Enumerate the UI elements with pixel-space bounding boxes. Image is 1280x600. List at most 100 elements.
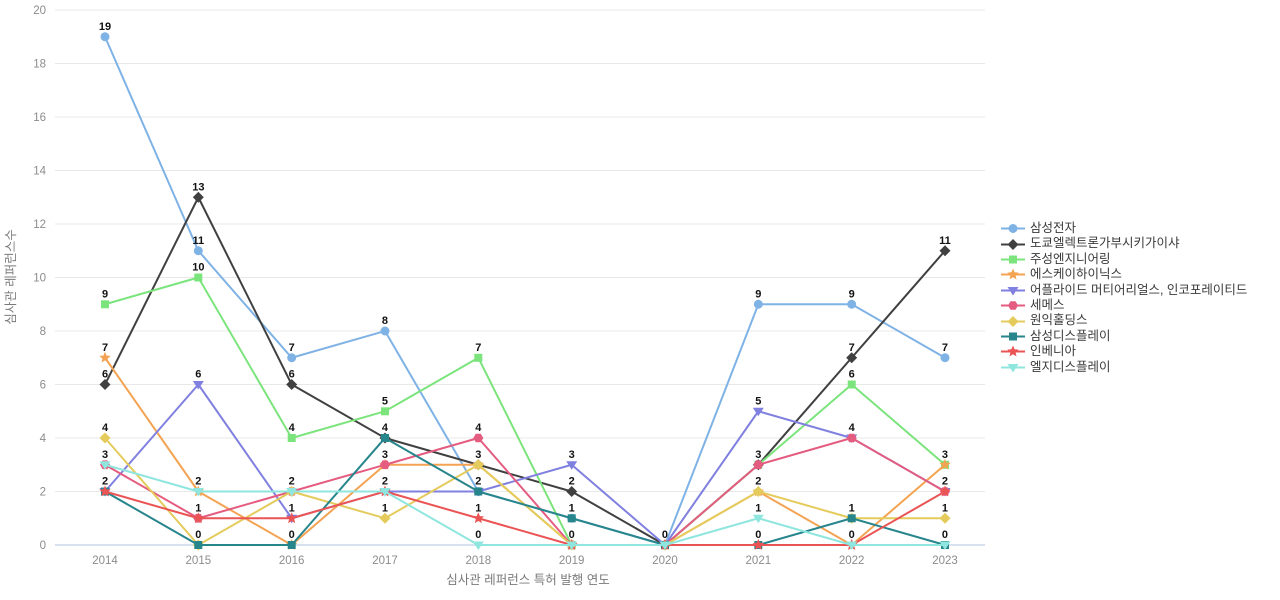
data-point[interactable] <box>192 512 204 524</box>
point-label: 4 <box>382 422 389 434</box>
legend-item[interactable]: 주성엔지니어링 <box>1001 252 1247 267</box>
data-point[interactable] <box>472 459 484 471</box>
legend-item[interactable]: 삼성디스플레이 <box>1001 329 1247 344</box>
y-tick-label: 10 <box>33 273 46 285</box>
data-point[interactable] <box>99 485 111 497</box>
data-point[interactable] <box>380 326 390 336</box>
legend-item[interactable]: 어플라이드 머티어리얼스, 인코포레이티드 <box>1001 283 1247 298</box>
series-path <box>104 490 946 546</box>
legend-item[interactable]: 인베니아 <box>1001 344 1247 359</box>
data-point[interactable] <box>474 353 483 362</box>
data-point[interactable] <box>192 488 204 497</box>
data-point[interactable] <box>287 353 297 363</box>
data-point[interactable] <box>101 300 109 309</box>
data-point[interactable] <box>939 485 951 497</box>
data-point[interactable] <box>847 380 856 389</box>
data-point[interactable] <box>379 488 391 497</box>
point-label: 2 <box>382 476 388 488</box>
point-label: 3 <box>569 449 575 461</box>
data-point[interactable] <box>939 512 951 524</box>
series-path <box>104 463 945 546</box>
point-label: 5 <box>755 395 761 407</box>
y-tick-label: 20 <box>33 5 46 17</box>
x-tick-label: 2019 <box>559 555 585 567</box>
data-point[interactable] <box>752 539 764 550</box>
data-point[interactable] <box>286 512 298 524</box>
data-point[interactable] <box>846 541 858 551</box>
legend-item[interactable]: 엘지디스플레이 <box>1001 360 1247 375</box>
data-point <box>1007 363 1019 373</box>
data-point[interactable] <box>379 512 391 524</box>
data-point[interactable] <box>472 512 484 524</box>
legend-item[interactable]: 도쿄엘렉트론가부시키가이샤 <box>1001 236 1247 251</box>
data-point[interactable] <box>286 488 298 497</box>
legend-item[interactable]: 세메스 <box>1001 298 1247 313</box>
point-label: 2 <box>942 476 948 488</box>
data-point[interactable] <box>846 352 858 364</box>
data-point[interactable] <box>381 407 389 416</box>
data-point[interactable] <box>474 487 483 496</box>
data-point[interactable] <box>194 273 203 282</box>
legend-label: 주성엔지니어링 <box>1030 251 1111 266</box>
point-label: 6 <box>102 369 108 381</box>
data-point[interactable] <box>752 486 764 497</box>
data-point[interactable] <box>939 458 951 470</box>
legend-label: 삼성디스플레이 <box>1030 328 1111 343</box>
data-point[interactable] <box>287 541 296 549</box>
data-point[interactable] <box>659 541 671 551</box>
legend-marker-icon <box>1001 286 1025 296</box>
data-point[interactable] <box>194 541 203 549</box>
data-point[interactable] <box>192 191 204 203</box>
x-tick-label: 2017 <box>372 555 398 567</box>
point-label: 1 <box>849 502 855 514</box>
data-point[interactable] <box>287 434 296 442</box>
data-point[interactable] <box>567 514 576 523</box>
data-point[interactable] <box>939 245 951 257</box>
data-point[interactable] <box>753 460 764 470</box>
data-point[interactable] <box>566 486 578 497</box>
legend-label: 세메스 <box>1030 297 1065 312</box>
data-point[interactable] <box>99 379 111 390</box>
series-line <box>99 381 951 550</box>
data-point[interactable] <box>566 461 578 470</box>
data-point[interactable] <box>472 541 484 551</box>
data-point[interactable] <box>847 299 857 309</box>
data-point[interactable] <box>752 407 764 417</box>
legend-label: 에스케이하이닉스 <box>1030 267 1123 282</box>
point-label: 2 <box>755 476 761 488</box>
data-point[interactable] <box>940 353 950 363</box>
data-point[interactable] <box>100 32 110 42</box>
series-line <box>99 191 951 551</box>
series-path <box>104 437 946 546</box>
data-point[interactable] <box>939 541 951 551</box>
data-point[interactable] <box>752 514 764 524</box>
point-label: 0 <box>755 529 761 541</box>
point-label: 13 <box>192 181 204 193</box>
data-point[interactable] <box>99 461 111 470</box>
data-point[interactable] <box>286 379 298 390</box>
legend-item[interactable]: 원익홀딩스 <box>1001 313 1247 328</box>
legend-item[interactable]: 삼성전자 <box>1001 221 1247 236</box>
x-axis-title: 심사관 레퍼런스 특허 발행 연도 <box>446 572 609 587</box>
data-point[interactable] <box>381 434 389 442</box>
data-point[interactable] <box>380 460 390 470</box>
data-point[interactable] <box>847 514 856 523</box>
point-label: 11 <box>193 235 205 247</box>
data-point[interactable] <box>99 432 111 444</box>
point-label: 7 <box>942 342 948 354</box>
data-point[interactable] <box>753 299 763 309</box>
data-point[interactable] <box>566 541 578 551</box>
data-point <box>1009 255 1017 264</box>
data-point[interactable] <box>192 381 204 390</box>
data-point[interactable] <box>193 246 203 256</box>
legend-label: 삼성전자 <box>1030 221 1077 235</box>
data-point[interactable] <box>846 433 857 443</box>
legend-item[interactable]: 에스케이하이닉스 <box>1001 267 1247 282</box>
y-tick-label: 8 <box>40 326 46 338</box>
data-point[interactable] <box>473 433 484 443</box>
point-label: 2 <box>195 476 201 488</box>
data-point[interactable] <box>99 351 111 363</box>
legend: 삼성전자 도쿄엘렉트론가부시키가이샤 주성엔지니어링 에스케이하이닉스 어플라이드 머티… <box>1001 221 1247 375</box>
data-point <box>1007 268 1019 280</box>
